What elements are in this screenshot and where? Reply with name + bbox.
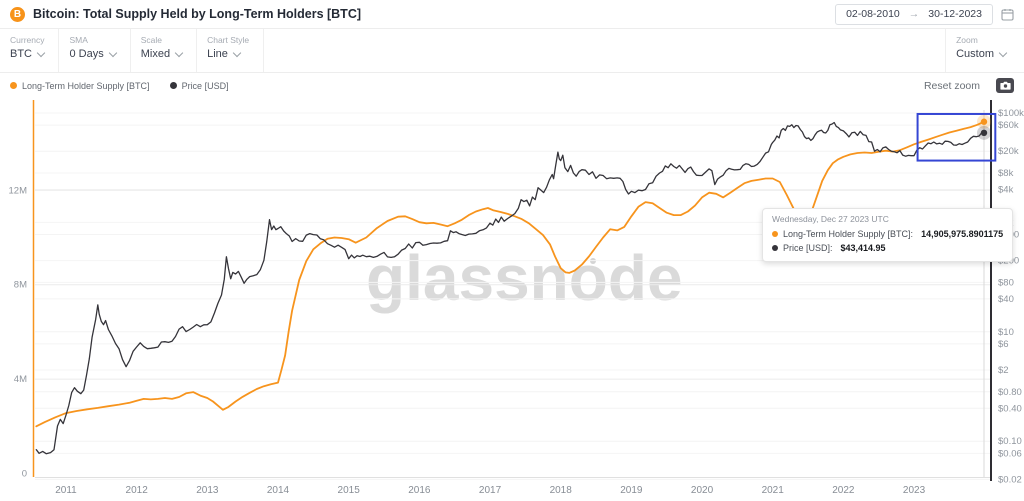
x-axis-tick-label: 2011: [55, 485, 77, 496]
x-axis-tick-label: 2023: [903, 485, 926, 496]
tooltip-row-price: Price [USD]: $43,414.95: [772, 241, 1003, 255]
supply-legend-dot-icon: [10, 82, 17, 89]
date-range-picker[interactable]: 02-08-2010 → 30-12-2023: [835, 3, 993, 25]
chevron-down-icon: [232, 48, 242, 57]
toolbar: Currency BTC SMA 0 Days Scale Mixed Char…: [0, 29, 1024, 73]
right-axis-tick-label: $80: [998, 277, 1014, 288]
right-axis-tick-label: $10: [998, 327, 1014, 338]
supply-dot-icon: [772, 231, 778, 237]
zoom-selection-box[interactable]: [916, 112, 997, 162]
supply-series-line: [35, 120, 985, 428]
sma-label: SMA: [69, 35, 88, 45]
toolbar-spacer: [264, 29, 945, 72]
left-axis-tick-label: 12M: [9, 185, 28, 196]
series-end-marker: [980, 118, 988, 125]
date-range-arrow: →: [908, 8, 920, 20]
calendar-icon[interactable]: [993, 8, 1014, 21]
tooltip-row-supply: Long-Term Holder Supply [BTC]: 14,905,97…: [772, 227, 1003, 241]
x-axis-tick-label: 2012: [126, 485, 149, 496]
supply-legend-label: Long-Term Holder Supply [BTC]: [22, 80, 150, 91]
chart-style-dropdown[interactable]: Chart Style Line: [197, 29, 265, 72]
chart-style-label: Chart Style: [207, 35, 250, 45]
x-axis-tick-label: 2018: [550, 485, 573, 496]
left-axis-tick-label: 4M: [14, 374, 27, 385]
left-axis-tick-label: 0: [22, 469, 27, 480]
zoom-dropdown[interactable]: Zoom Custom: [945, 29, 1024, 72]
reset-zoom-button[interactable]: Reset zoom: [918, 79, 986, 93]
x-axis-tick-label: 2016: [408, 485, 431, 496]
price-legend-dot-icon: [169, 82, 177, 89]
right-axis-tick-label: $20k: [998, 146, 1019, 157]
scale-label: Scale: [140, 35, 162, 45]
scale-dropdown[interactable]: Scale Mixed: [131, 29, 198, 72]
currency-label: Currency: [10, 35, 45, 45]
right-axis-tick-label: $0.06: [998, 448, 1022, 459]
tooltip-supply-value: 14,905,975.8901175: [921, 229, 1004, 239]
scale-value: Mixed: [140, 48, 171, 60]
x-axis-tick-label: 2019: [620, 485, 643, 496]
x-axis-tick-label: 2017: [479, 485, 502, 496]
right-axis-tick-label: $2: [998, 365, 1009, 376]
currency-value: BTC: [10, 48, 32, 60]
zoom-label: Zoom: [956, 35, 978, 45]
right-axis-tick-label: $40: [998, 294, 1014, 305]
chevron-down-icon: [174, 48, 184, 57]
right-axis-tick-label: $6: [998, 339, 1009, 350]
right-axis-tick-label: $4k: [998, 184, 1014, 195]
sma-dropdown[interactable]: SMA 0 Days: [59, 29, 131, 72]
right-axis-tick-label: $0.10: [998, 436, 1022, 447]
legend-item-price[interactable]: Price [USD]: [169, 80, 229, 91]
camera-icon[interactable]: [996, 78, 1014, 93]
price-dot-icon: [772, 245, 778, 251]
right-axis-tick-label: $100k: [998, 108, 1024, 119]
page-title: Bitcoin: Total Supply Held by Long-Term …: [33, 7, 362, 21]
legend-item-supply[interactable]: Long-Term Holder Supply [BTC]: [10, 81, 150, 91]
x-axis-tick-label: 2022: [832, 485, 855, 496]
x-axis-tick-label: 2014: [267, 485, 290, 496]
tooltip-supply-label: Long-Term Holder Supply [BTC]:: [783, 229, 914, 239]
series-end-marker: [980, 129, 988, 137]
bitcoin-icon: B: [10, 6, 25, 22]
chart-tooltip: Wednesday, Dec 27 2023 UTC Long-Term Hol…: [762, 208, 1014, 262]
left-axis-tick-label: 8M: [14, 280, 27, 291]
sma-value: 0 Days: [69, 48, 104, 60]
chevron-down-icon: [36, 48, 46, 57]
date-to-input[interactable]: 30-12-2023: [928, 8, 982, 20]
right-axis-tick-label: $60k: [998, 120, 1019, 131]
legend: Long-Term Holder Supply [BTC] Price [USD…: [10, 81, 229, 91]
price-series-line: [35, 121, 985, 455]
right-axis-tick-label: $0.80: [998, 387, 1022, 398]
right-axis-tick-label: $0.40: [998, 403, 1022, 414]
header: B Bitcoin: Total Supply Held by Long-Ter…: [0, 0, 1024, 29]
x-axis-tick-label: 2021: [762, 485, 785, 496]
right-axis-tick-label: $8k: [998, 168, 1014, 179]
right-axis-tick-label: $0.02: [998, 474, 1022, 485]
x-axis-tick-label: 2020: [691, 485, 714, 496]
x-axis-tick-label: 2013: [196, 485, 219, 496]
x-axis-tick-label: 2015: [338, 485, 361, 496]
chevron-down-icon: [108, 48, 117, 57]
legend-row: Long-Term Holder Supply [BTC] Price [USD…: [0, 73, 1024, 98]
chevron-down-icon: [998, 48, 1008, 57]
tooltip-date: Wednesday, Dec 27 2023 UTC: [772, 214, 889, 224]
currency-dropdown[interactable]: Currency BTC: [0, 29, 60, 72]
tooltip-price-label: Price [USD]:: [783, 243, 833, 253]
date-from-input[interactable]: 02-08-2010: [846, 8, 900, 20]
tooltip-price-value: $43,414.95: [840, 243, 886, 253]
price-legend-label: Price [USD]: [181, 80, 229, 91]
chart-style-value: Line: [207, 48, 228, 60]
zoom-value: Custom: [956, 48, 994, 60]
